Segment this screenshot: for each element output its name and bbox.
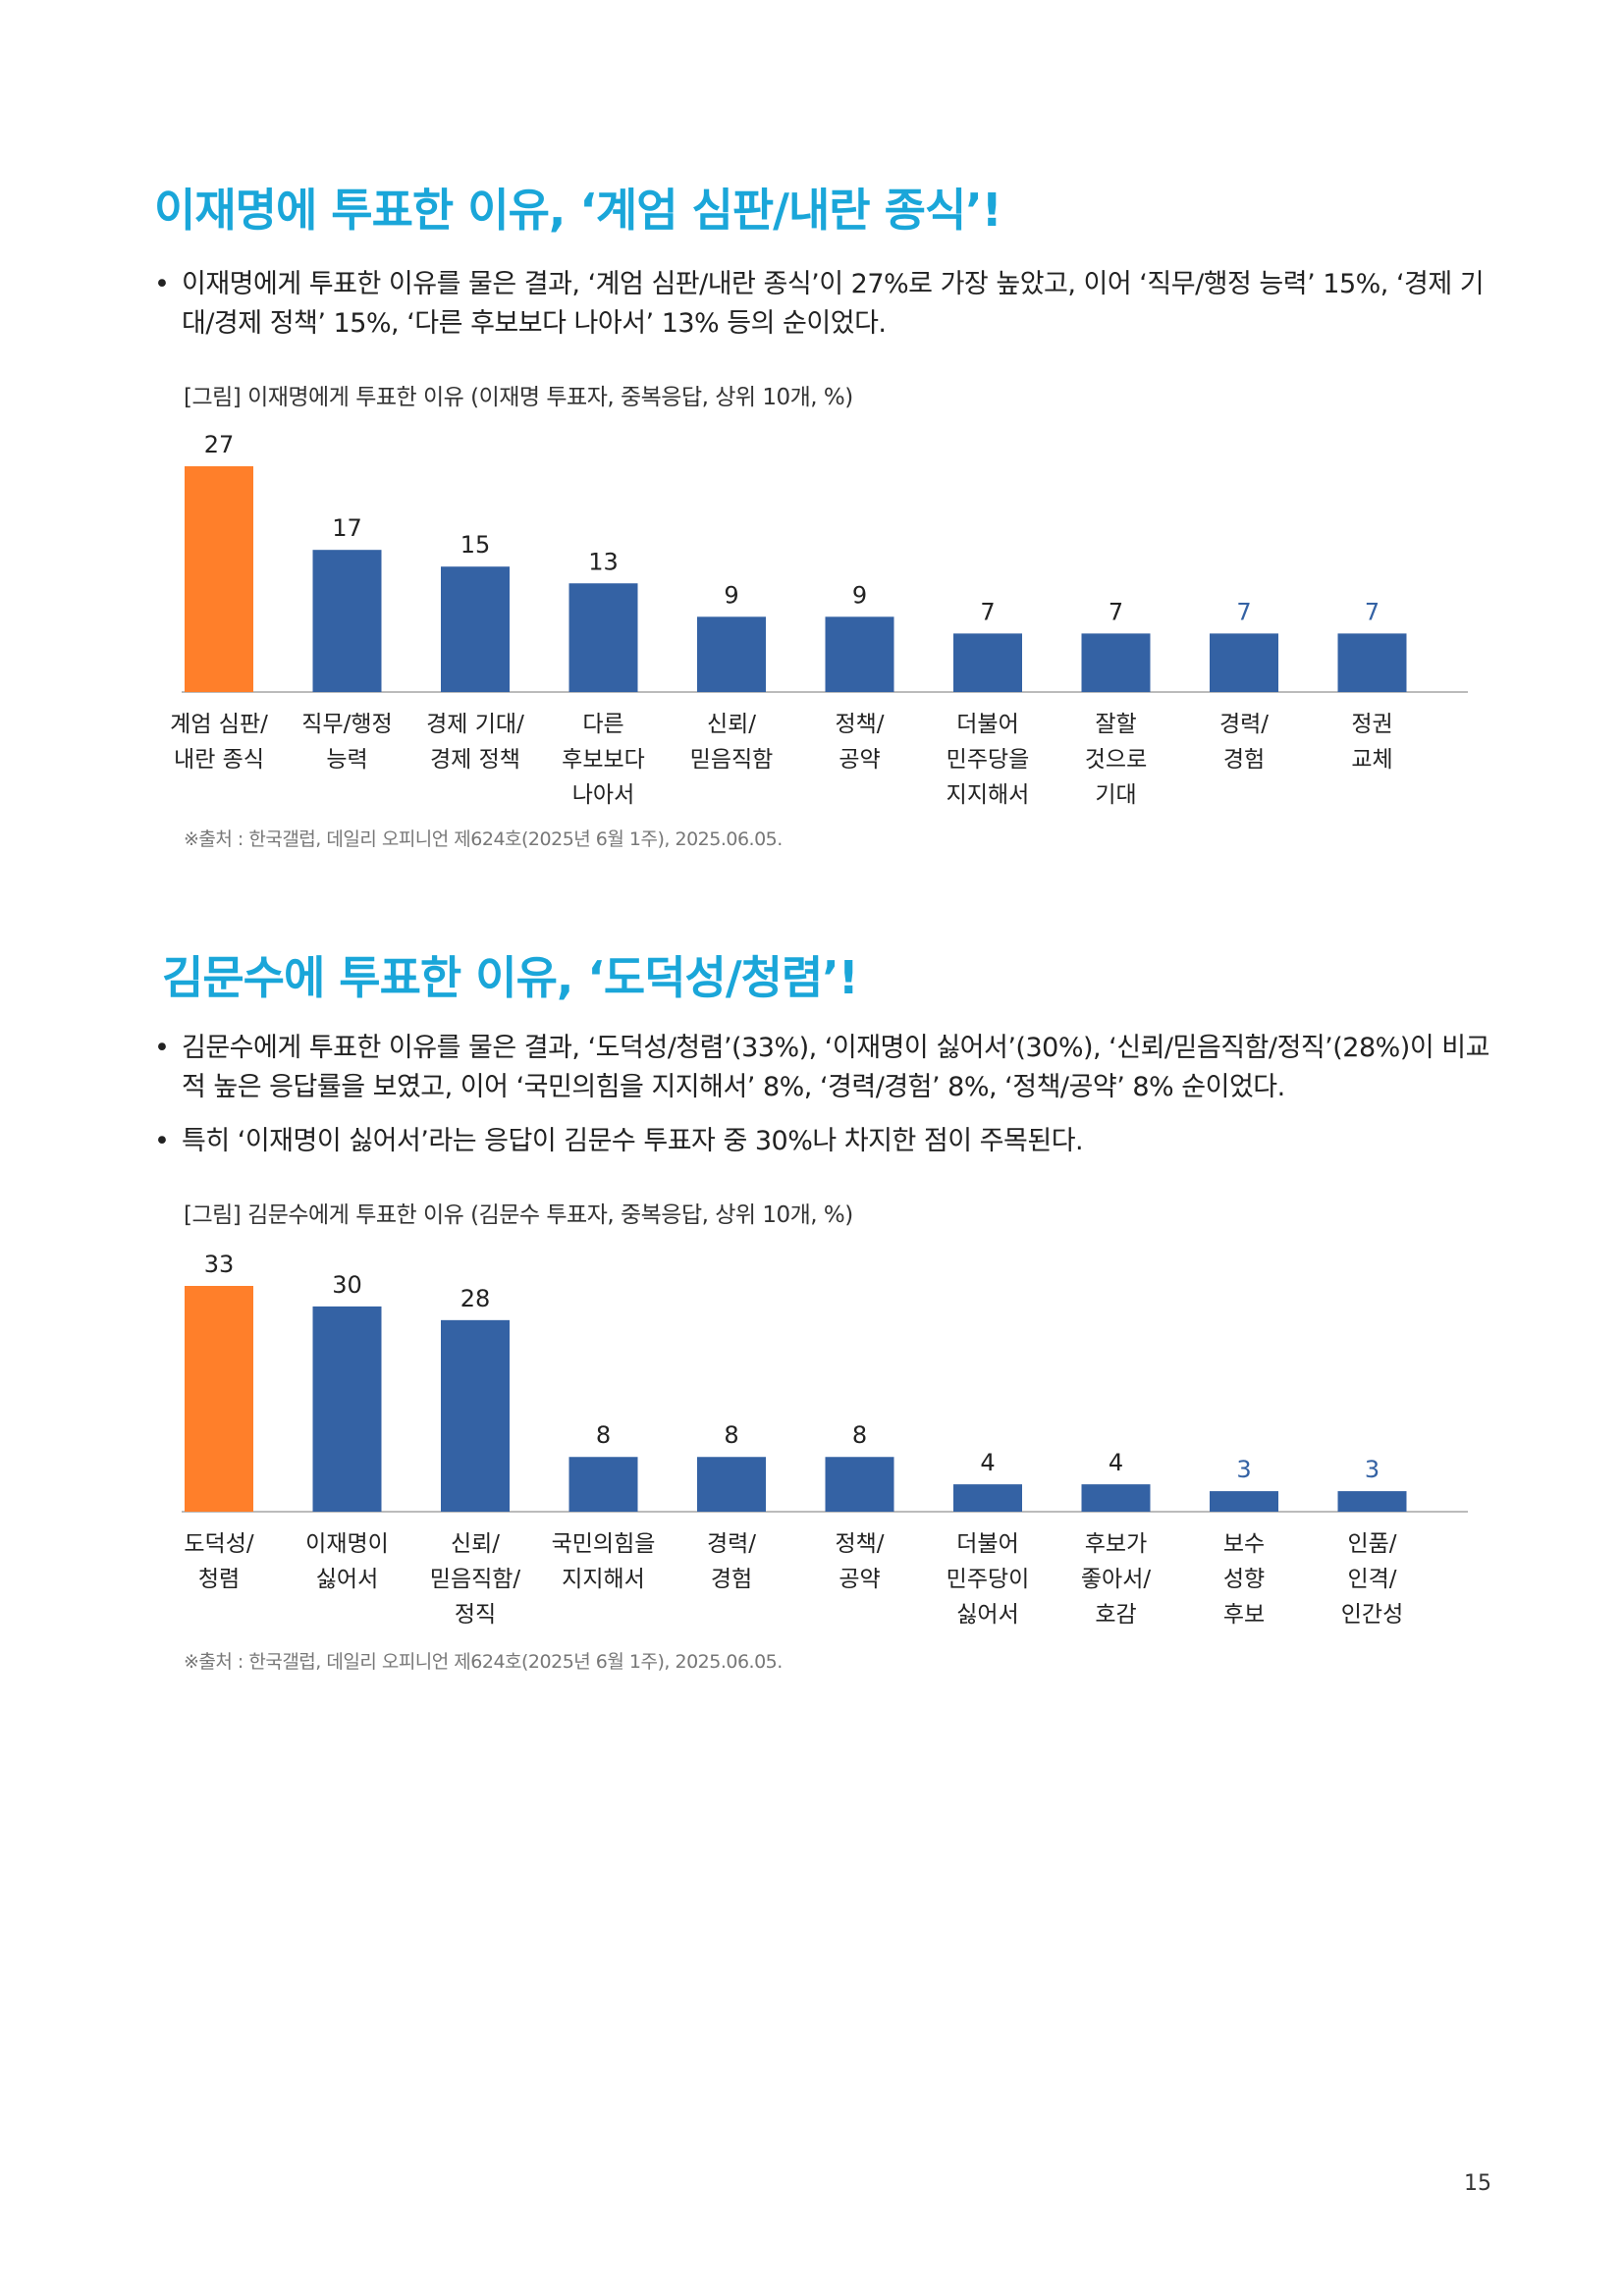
bar (953, 633, 1022, 692)
category-label: 정책/공약 (835, 1531, 884, 1592)
bar (568, 583, 638, 692)
bar (1081, 1484, 1151, 1512)
category-label: 이재명이 싫어서 (305, 1531, 389, 1592)
bar (1210, 633, 1278, 692)
bullet-item: • 특히 ‘이재명이 싫어서’라는 응답이 김문수 투표자 중 30%나 차지한… (154, 1122, 1489, 1161)
bullet-text: 이재명에게 투표한 이유를 물은 결과, ‘계엄 심판/내란 종식’이 27%로… (182, 269, 1485, 339)
category-label: 정책/공약 (835, 712, 884, 773)
category-label: 신뢰/믿음직함 (690, 712, 774, 773)
data-label: 13 (588, 548, 619, 575)
category-label: 더불어 민주당이 싫어서 (947, 1531, 1030, 1628)
data-label: 4 (1109, 1449, 1123, 1476)
figure-caption: [그림] 김문수에게 투표한 이유 (김문수 투표자, 중복응답, 상위 10개… (184, 1202, 853, 1228)
bar (1210, 1491, 1278, 1512)
bar-chart-lee: 27 계엄 심판/내란 종식 17 직무/행정 능력 15 경제 기대/경제 정책 13 다른 후… (170, 431, 1468, 808)
bullet-text: 특히 ‘이재명이 싫어서’라는 응답이 김문수 투표자 중 30%나 차지한 점… (182, 1126, 1084, 1156)
data-label: 9 (852, 581, 867, 609)
category-label: 계엄 심판/내란 종식 (170, 712, 268, 773)
bullet-dot-icon: • (154, 1126, 170, 1156)
bar (441, 1319, 510, 1512)
data-label: 4 (980, 1449, 995, 1476)
data-label: 28 (460, 1285, 491, 1312)
category-label: 보수 성향 후보 (1223, 1531, 1265, 1628)
bar (312, 550, 382, 692)
bar (441, 566, 510, 692)
bullet-dot-icon: • (154, 269, 170, 299)
data-label: 9 (724, 581, 738, 609)
data-label: 3 (1236, 1456, 1251, 1483)
data-label: 3 (1365, 1456, 1380, 1483)
section-title: 이재명에 투표한 이유, ‘계엄 심판/내란 종식’! (154, 184, 1002, 237)
data-label: 15 (460, 531, 491, 559)
bar (1337, 1491, 1407, 1512)
source-note: ※출처 : 한국갤럽, 데일리 오피니언 제624호(2025년 6월 1주),… (184, 828, 783, 850)
bar (697, 616, 766, 692)
data-label: 7 (980, 598, 995, 625)
data-label: 27 (204, 431, 235, 458)
data-label: 30 (332, 1271, 362, 1299)
bar (185, 466, 253, 692)
figure-caption: [그림] 이재명에게 투표한 이유 (이재명 투표자, 중복응답, 상위 10개… (184, 385, 853, 410)
bullet-dot-icon: • (154, 1033, 170, 1063)
category-label: 인품/인격/인간성 (1341, 1531, 1403, 1628)
category-label: 경제 기대/경제 정책 (426, 712, 524, 773)
bar (697, 1457, 766, 1512)
page-number: 15 (1464, 2171, 1491, 2196)
category-label: 다른 후보보다 나아서 (562, 712, 645, 808)
bullet-item: • 이재명에게 투표한 이유를 물은 결과, ‘계엄 심판/내란 종식’이 27… (154, 265, 1489, 344)
category-label: 경력/경험 (1219, 712, 1269, 773)
bar (825, 616, 894, 692)
category-label: 잘할 것으로 기대 (1085, 712, 1147, 808)
bullet-text: 김문수에게 투표한 이유를 물은 결과, ‘도덕성/청렴’(33%), ‘이재명… (182, 1033, 1489, 1102)
bar (1337, 633, 1407, 692)
data-label: 8 (596, 1421, 611, 1449)
bar (185, 1286, 253, 1512)
data-label: 17 (332, 514, 362, 542)
bar (312, 1306, 382, 1512)
category-label: 정권 교체 (1351, 712, 1392, 773)
category-label: 도덕성/청렴 (184, 1531, 253, 1592)
bar (1081, 633, 1151, 692)
bar (825, 1457, 894, 1512)
section-title: 김문수에 투표한 이유, ‘도덕성/청렴’! (162, 951, 859, 1004)
data-label: 7 (1365, 598, 1380, 625)
category-label: 국민의힘을 지지해서 (552, 1531, 656, 1592)
data-label: 7 (1109, 598, 1123, 625)
bar (953, 1484, 1022, 1512)
category-label: 더불어 민주당을 지지해서 (947, 712, 1030, 808)
bullet-item: • 김문수에게 투표한 이유를 물은 결과, ‘도덕성/청렴’(33%), ‘이… (154, 1029, 1489, 1107)
category-label: 신뢰/믿음직함/정직 (430, 1531, 521, 1628)
data-label: 8 (852, 1421, 867, 1449)
data-label: 33 (204, 1251, 235, 1278)
bar (568, 1457, 638, 1512)
category-label: 직무/행정 능력 (301, 712, 392, 773)
source-note: ※출처 : 한국갤럽, 데일리 오피니언 제624호(2025년 6월 1주),… (184, 1651, 783, 1673)
category-label: 경력/경험 (707, 1531, 756, 1592)
category-label: 후보가 좋아서/호감 (1081, 1531, 1151, 1628)
data-label: 8 (724, 1421, 738, 1449)
data-label: 7 (1236, 598, 1251, 625)
